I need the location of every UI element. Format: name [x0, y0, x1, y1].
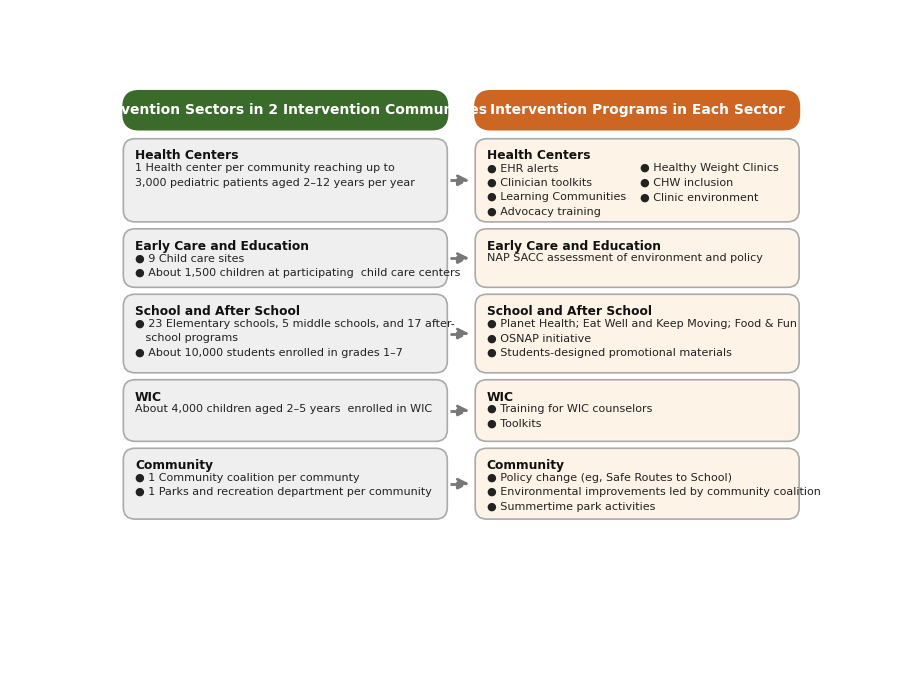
FancyBboxPatch shape [475, 448, 799, 519]
Text: WIC: WIC [487, 391, 514, 403]
Text: ● Planet Health; Eat Well and Keep Moving; Food & Fun
● OSNAP initiative
● Stude: ● Planet Health; Eat Well and Keep Movin… [487, 319, 796, 357]
FancyBboxPatch shape [123, 448, 447, 519]
FancyBboxPatch shape [123, 294, 447, 373]
Text: Community: Community [487, 459, 565, 472]
FancyBboxPatch shape [475, 229, 799, 287]
Text: WIC: WIC [135, 391, 162, 403]
Text: ● 9 Child care sites
● About 1,500 children at participating  child care centers: ● 9 Child care sites ● About 1,500 child… [135, 253, 461, 278]
Text: Intervention Sectors in 2 Intervention Communities: Intervention Sectors in 2 Intervention C… [84, 103, 487, 117]
FancyBboxPatch shape [123, 380, 447, 441]
Text: ● EHR alerts
● Clinician toolkits
● Learning Communities
● Advocacy training: ● EHR alerts ● Clinician toolkits ● Lear… [487, 163, 626, 217]
Text: ● Healthy Weight Clinics
● CHW inclusion
● Clinic environment: ● Healthy Weight Clinics ● CHW inclusion… [641, 163, 779, 202]
Text: Early Care and Education: Early Care and Education [487, 239, 661, 253]
Text: Intervention Programs in Each Sector: Intervention Programs in Each Sector [490, 103, 785, 117]
FancyBboxPatch shape [475, 139, 799, 222]
Text: ● Policy change (eg, Safe Routes to School)
● Environmental improvements led by : ● Policy change (eg, Safe Routes to Scho… [487, 473, 821, 511]
Text: ● 23 Elementary schools, 5 middle schools, and 17 after-
   school programs
● Ab: ● 23 Elementary schools, 5 middle school… [135, 319, 454, 357]
Text: Early Care and Education: Early Care and Education [135, 239, 309, 253]
Text: Health Centers: Health Centers [135, 149, 238, 162]
FancyBboxPatch shape [475, 294, 799, 373]
Text: NAP SACC assessment of environment and policy: NAP SACC assessment of environment and p… [487, 253, 762, 264]
FancyBboxPatch shape [123, 139, 447, 222]
Text: Health Centers: Health Centers [487, 149, 590, 162]
FancyBboxPatch shape [123, 229, 447, 287]
Text: ● Training for WIC counselors
● Toolkits: ● Training for WIC counselors ● Toolkits [487, 405, 652, 429]
Text: School and After School: School and After School [487, 305, 652, 318]
Text: About 4,000 children aged 2–5 years  enrolled in WIC: About 4,000 children aged 2–5 years enro… [135, 405, 432, 414]
FancyBboxPatch shape [475, 380, 799, 441]
Text: 1 Health center per community reaching up to
3,000 pediatric patients aged 2–12 : 1 Health center per community reaching u… [135, 163, 415, 188]
FancyBboxPatch shape [123, 91, 447, 130]
Text: Community: Community [135, 459, 213, 472]
FancyBboxPatch shape [475, 91, 799, 130]
Text: School and After School: School and After School [135, 305, 300, 318]
Text: ● 1 Community coalition per communty
● 1 Parks and recreation department per com: ● 1 Community coalition per communty ● 1… [135, 473, 432, 498]
